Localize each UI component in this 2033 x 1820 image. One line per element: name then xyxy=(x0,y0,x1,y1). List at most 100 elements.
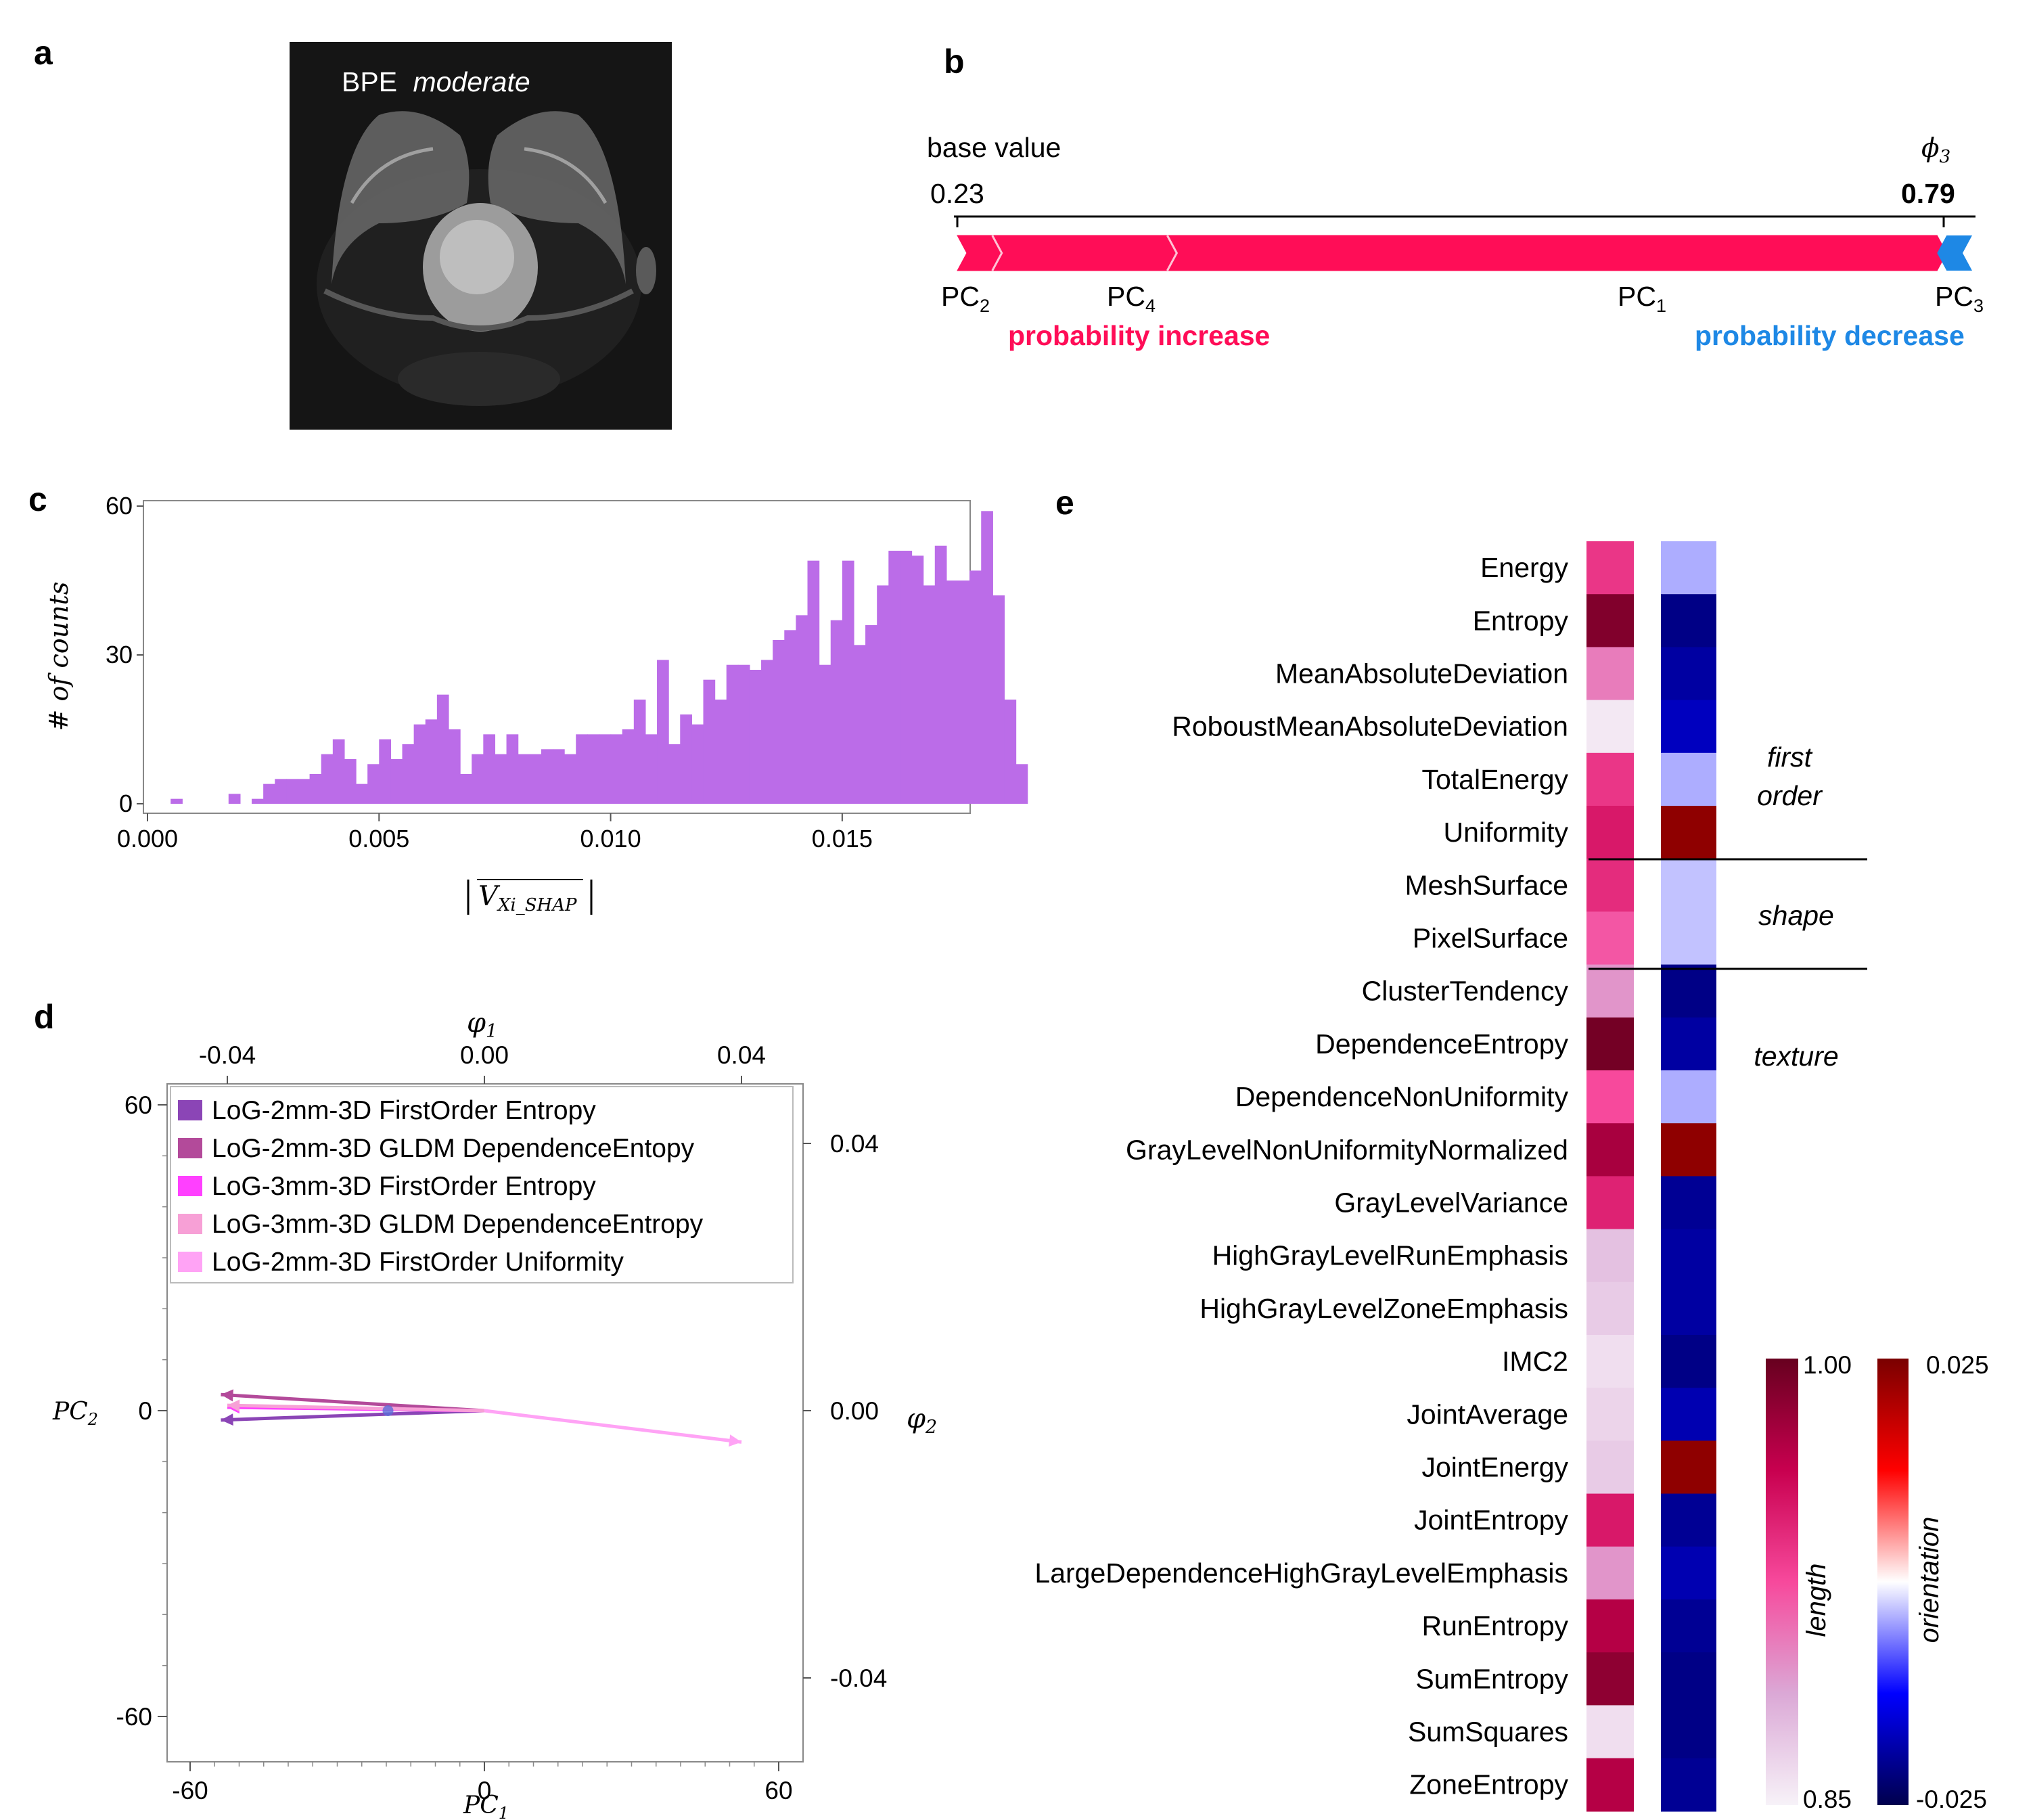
histogram-bar xyxy=(170,798,183,804)
biplot-vector-head xyxy=(221,1389,234,1402)
heatmap-orientation-cell xyxy=(1661,1652,1716,1706)
heatmap-length-cell xyxy=(1586,964,1634,1018)
histogram-bar xyxy=(784,630,796,804)
histogram-bar xyxy=(564,754,576,804)
biplot-point xyxy=(382,1405,394,1416)
heatmap-length-cell xyxy=(1586,1229,1634,1283)
group-label-shape: shape xyxy=(1758,900,1834,931)
heatmap-length-cell xyxy=(1586,1758,1634,1812)
biplot-left-tick-label: -60 xyxy=(116,1703,152,1731)
heatmap-length-cell xyxy=(1586,541,1634,595)
histogram-bar xyxy=(472,754,484,804)
histogram-bar xyxy=(576,734,588,804)
heatmap-row-label: ClusterTendency xyxy=(1362,976,1569,1007)
histogram-bar xyxy=(610,734,623,804)
force-label-PC3: PC3 xyxy=(1935,281,1984,316)
histogram-bar xyxy=(506,734,519,804)
group-label-order: order xyxy=(1757,780,1823,811)
heatmap-row-label: LargeDependenceHighGrayLevelEmphasis xyxy=(1034,1557,1568,1589)
heatmap-orientation-cell xyxy=(1661,752,1716,806)
histogram-bar xyxy=(773,640,785,804)
histogram-ytick-label: 0 xyxy=(119,790,133,817)
histogram-bar xyxy=(958,581,970,804)
heatmap: Energy Entropy MeanAbsoluteDeviation Robous… xyxy=(1034,541,1716,1812)
heatmap-length-cell xyxy=(1586,1070,1634,1124)
heatmap-length-cell xyxy=(1586,1176,1634,1230)
orientation-colorbar xyxy=(1877,1359,1909,1805)
heatmap-length-cell xyxy=(1586,1281,1634,1336)
biplot-vector xyxy=(221,1409,485,1422)
histogram-bar xyxy=(553,749,565,804)
histogram-ylabel: # of counts xyxy=(44,582,74,731)
histogram-bar xyxy=(356,783,368,804)
biplot-vectors xyxy=(221,1389,742,1447)
biplot-bottom-tick-label: 0 xyxy=(478,1777,492,1804)
histogram-xlabel-text: VXi_SHAP xyxy=(478,881,577,915)
heatmap-orientation-cell xyxy=(1661,647,1716,701)
heatmap-length-cell xyxy=(1586,1440,1634,1495)
histogram-bar xyxy=(911,555,924,804)
heatmap-orientation-cell xyxy=(1661,806,1716,859)
biplot-vector-head xyxy=(729,1434,741,1447)
biplot-top-tick-label: -0.04 xyxy=(199,1041,256,1069)
panel-e-label: e xyxy=(1055,484,1074,522)
histogram-bar xyxy=(425,719,438,804)
biplot-bottom-axis-label: PC1 xyxy=(463,1792,509,1820)
histogram-bar xyxy=(541,749,553,804)
heatmap-length-cell xyxy=(1586,1705,1634,1759)
histogram-bar xyxy=(413,724,426,804)
biplot-top-axis-label: φ1 xyxy=(467,1007,497,1042)
heatmap-length-cell xyxy=(1586,1123,1634,1177)
biplot-legend-label: LoG-3mm-3D FirstOrder Entropy xyxy=(212,1172,596,1201)
histogram-bar xyxy=(680,714,692,804)
heatmap-orientation-cell xyxy=(1661,1440,1716,1495)
histogram-bar xyxy=(298,779,311,804)
heatmap-orientation-cell xyxy=(1661,1705,1716,1759)
heatmap-row-label: GrayLevelNonUniformityNormalized xyxy=(1126,1134,1568,1165)
heatmap-row-label: HighGrayLevelRunEmphasis xyxy=(1212,1240,1568,1271)
biplot-bottom-tick-label: -60 xyxy=(172,1777,208,1804)
heatmap-orientation-cell xyxy=(1661,700,1716,754)
histogram-bar xyxy=(228,794,241,804)
heatmap-orientation-cell xyxy=(1661,859,1716,913)
histogram-bar xyxy=(691,724,704,804)
histogram-bar xyxy=(252,798,264,804)
histogram-bar xyxy=(275,779,287,804)
histogram-bar xyxy=(1015,764,1028,804)
histogram-bar xyxy=(923,585,936,804)
heatmap-length-cell xyxy=(1586,1493,1634,1547)
biplot-axes: -60 0 60 60 0 -60 -0.04 0.00 0.04 0.04 0.00 -0.04 xyxy=(116,1041,888,1804)
histogram-axes: 0 30 60 0.000 0.005 0.010 0.015 xyxy=(106,492,873,852)
biplot-legend-swatch xyxy=(178,1176,202,1196)
heatmap-orientation-cell xyxy=(1661,541,1716,595)
heatmap-row-label: JointAverage xyxy=(1407,1398,1568,1430)
biplot-vector xyxy=(221,1392,485,1413)
force-separator xyxy=(1166,235,1179,271)
histogram-bar xyxy=(877,585,889,804)
length-colorbar-label: length xyxy=(1802,1564,1831,1637)
image-caption-main: BPE xyxy=(342,66,397,97)
histogram-xlabel: VXi_SHAP xyxy=(467,879,593,915)
force-label-PC1: PC1 xyxy=(1618,281,1666,316)
biplot-vector-head xyxy=(227,1399,240,1412)
histogram-xtick-label: 0.015 xyxy=(812,825,873,852)
heatmap-length-cell xyxy=(1586,752,1634,806)
force-separator xyxy=(991,235,1003,271)
phi-label: ϕ3 xyxy=(1921,133,1950,167)
force-label-PC2: PC2 xyxy=(941,281,990,316)
heatmap-orientation-cell xyxy=(1661,1493,1716,1547)
histogram-bar xyxy=(819,664,831,804)
histogram-bar xyxy=(599,734,612,804)
heatmap-row-label: HighGrayLevelZoneEmphasis xyxy=(1200,1293,1568,1324)
base-value-label: base value xyxy=(927,132,1061,163)
biplot-legend-swatch xyxy=(178,1138,202,1158)
biplot-bottom-tick-label: 60 xyxy=(764,1777,792,1804)
histogram-bar xyxy=(263,783,275,804)
length-colorbar-min: 0.85 xyxy=(1803,1785,1852,1813)
biplot-top-tick-label: 0.04 xyxy=(717,1041,766,1069)
heatmap-row-label: DependenceNonUniformity xyxy=(1235,1081,1569,1112)
heatmap-length-cell xyxy=(1586,1388,1634,1442)
heatmap-orientation-cell xyxy=(1661,1335,1716,1388)
force-plot-labels: PC2 PC4 PC1 PC3 xyxy=(941,281,1984,316)
